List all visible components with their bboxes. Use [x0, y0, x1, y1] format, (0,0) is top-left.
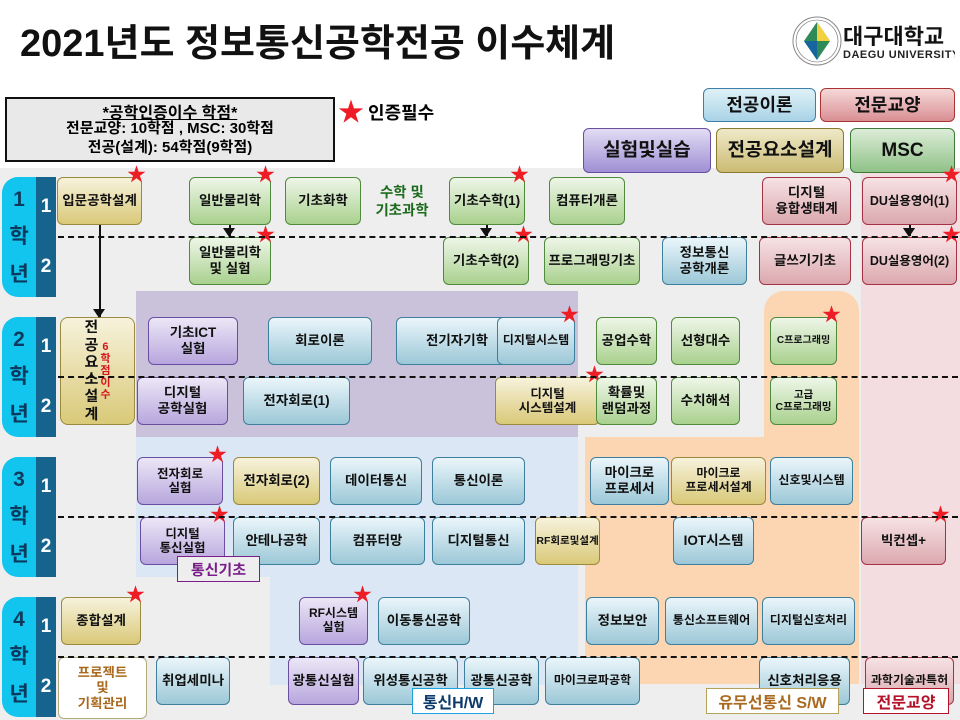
svg-text:대구대학교: 대구대학교: [843, 24, 944, 49]
svg-text:DAEGU UNIVERSITY: DAEGU UNIVERSITY: [843, 49, 955, 61]
